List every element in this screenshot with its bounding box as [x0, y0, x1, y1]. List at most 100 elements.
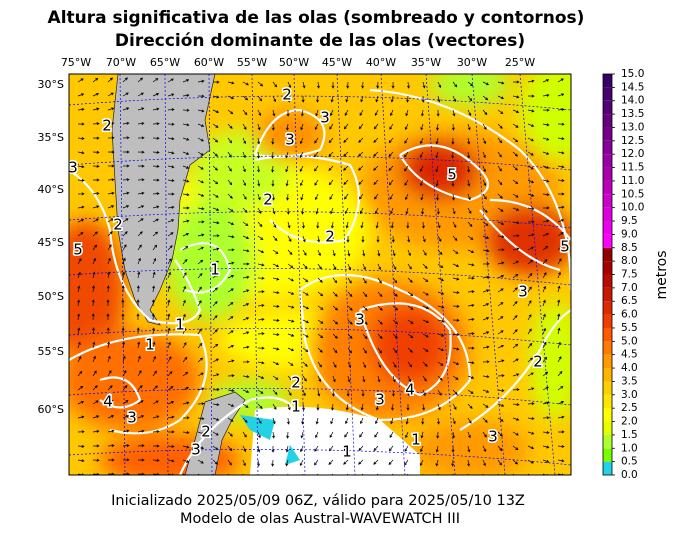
wave-vector — [377, 361, 382, 369]
wave-vector — [167, 165, 175, 169]
wave-vector — [527, 165, 534, 170]
wave-vector — [107, 444, 115, 448]
wave-vector — [122, 458, 130, 462]
lat-label: 55°S — [38, 345, 64, 358]
wave-vector — [497, 151, 502, 158]
wave-vector — [285, 123, 289, 131]
wave-vector — [242, 360, 250, 364]
wave-vector — [272, 291, 280, 295]
wave-vector — [405, 109, 409, 117]
wave-vector — [197, 79, 205, 83]
contour-label: 2 — [533, 353, 543, 371]
wave-vector — [557, 165, 565, 169]
wave-vector — [420, 193, 424, 201]
wave-vector — [242, 123, 247, 130]
wave-vector — [407, 347, 413, 353]
colorbar-segment — [603, 421, 612, 435]
wave-vector — [106, 313, 110, 320]
wave-vector — [375, 403, 379, 411]
colorbar-segment — [603, 434, 612, 449]
wave-vector — [437, 333, 445, 337]
wave-vector — [77, 341, 81, 349]
wave-vector — [389, 431, 394, 438]
contour-label: 3 — [355, 311, 365, 329]
wave-vector — [377, 277, 382, 284]
wave-vector — [285, 165, 289, 173]
wave-vector — [497, 274, 505, 279]
wave-vector — [77, 192, 85, 196]
wave-vector — [557, 444, 565, 448]
wave-vector — [452, 375, 459, 380]
wave-vector — [527, 179, 535, 184]
wave-vector — [197, 246, 204, 251]
wave-vector — [373, 165, 379, 171]
colorbar-tick-label: 4.5 — [621, 349, 638, 361]
wave-vector — [122, 257, 126, 265]
wave-vector — [317, 249, 321, 257]
colorbar-tick-label: 4.0 — [621, 362, 638, 374]
wave-vector — [152, 257, 157, 265]
wave-vector — [272, 417, 276, 425]
wave-vector — [435, 459, 439, 467]
wave-vector — [358, 137, 364, 143]
wave-vector — [512, 273, 519, 279]
wave-vector — [482, 235, 490, 239]
wave-vector — [197, 165, 204, 170]
wave-vector — [122, 121, 130, 125]
wave-vector — [391, 403, 395, 411]
wave-vector — [302, 249, 307, 256]
wave-vector — [77, 78, 84, 83]
wave-vector — [362, 319, 368, 325]
wave-vector — [314, 459, 319, 466]
wave-vector — [316, 81, 320, 89]
wave-vector — [302, 277, 309, 283]
wave-vector — [527, 328, 532, 335]
wave-vector — [343, 445, 349, 452]
wave-vector — [373, 459, 379, 465]
wave-vector — [212, 343, 219, 349]
wave-vector — [272, 95, 277, 103]
wave-vector — [419, 165, 424, 173]
wave-vector — [497, 179, 503, 186]
wave-vector — [167, 299, 171, 307]
wave-vector — [182, 93, 190, 97]
wave-vector — [482, 207, 488, 213]
wave-vector — [452, 431, 456, 439]
wave-vector — [362, 249, 366, 257]
wave-vector — [137, 231, 143, 237]
wave-vector — [467, 207, 472, 214]
wave-vector — [407, 375, 412, 383]
wave-vector — [376, 81, 380, 89]
lon-label: 25°W — [505, 56, 535, 69]
wave-vector — [497, 330, 504, 335]
wave-vector — [287, 221, 291, 229]
title-line: Dirección dominante de las olas (vectore… — [115, 31, 525, 51]
wave-vector — [358, 123, 364, 130]
contour-label: 3 — [488, 428, 498, 446]
colorbar-segment — [603, 74, 612, 88]
wave-vector — [421, 417, 425, 425]
wave-vector — [437, 417, 440, 425]
lat-label: 50°S — [38, 290, 64, 303]
wave-vector — [362, 291, 368, 298]
wave-vector — [257, 95, 263, 102]
wave-vector — [287, 403, 291, 411]
wave-vector — [527, 246, 534, 251]
wave-vector — [407, 81, 410, 89]
wave-vector — [436, 431, 440, 439]
wave-vector — [227, 316, 234, 321]
wave-vector — [227, 261, 235, 265]
wave-vector — [302, 263, 308, 269]
wave-vector — [329, 123, 334, 130]
wave-vector — [137, 107, 145, 111]
wave-vector — [467, 179, 471, 187]
wave-vector — [316, 403, 320, 411]
wave-vector — [330, 109, 334, 117]
wave-vector — [422, 263, 428, 269]
wave-vector — [451, 137, 455, 145]
wave-vector — [452, 277, 460, 281]
wave-vector — [390, 207, 394, 215]
wave-vector — [467, 137, 471, 145]
contour-label: 1 — [175, 316, 185, 334]
wave-vector — [542, 108, 550, 112]
